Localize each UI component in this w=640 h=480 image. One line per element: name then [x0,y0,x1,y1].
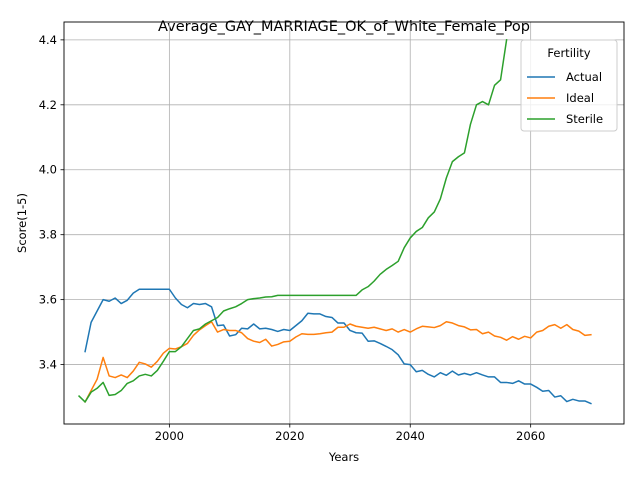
x-tick-label: 2000 [155,429,184,443]
y-tick-label: 3.6 [39,293,57,307]
x-axis-label: Years [328,450,359,464]
legend-box [520,39,618,132]
legend: Fertility Actual Ideal Sterile [520,39,618,132]
y-tick-label: 3.8 [39,228,57,242]
series-line-actual [84,288,592,405]
x-tick-label: 2060 [516,429,545,443]
series-lines [77,39,592,405]
legend-label-ideal: Ideal [566,91,594,105]
x-tick-label: 2020 [275,429,304,443]
legend-label-actual: Actual [566,70,602,84]
y-tick-label: 3.4 [39,358,57,372]
legend-title: Fertility [547,46,590,60]
series-line-sterile [77,39,508,403]
legend-label-sterile: Sterile [566,112,603,126]
y-axis-ticks: 3.4 3.6 3.8 4.0 4.2 4.4 [39,33,64,372]
y-axis-label: Score(1-5) [15,193,29,253]
plot-area-frame [63,21,625,425]
y-tick-label: 4.4 [39,33,57,47]
y-tick-label: 4.0 [39,163,57,177]
legend-entries: Actual Ideal Sterile [527,70,603,126]
x-tick-label: 2040 [396,429,425,443]
series-line-ideal [84,320,592,403]
chart-title: Average_GAY_MARRIAGE_OK_of_White_Female_… [158,19,530,35]
x-axis-ticks: 2000 2020 2040 2060 [155,424,545,443]
y-tick-label: 4.2 [39,98,57,112]
